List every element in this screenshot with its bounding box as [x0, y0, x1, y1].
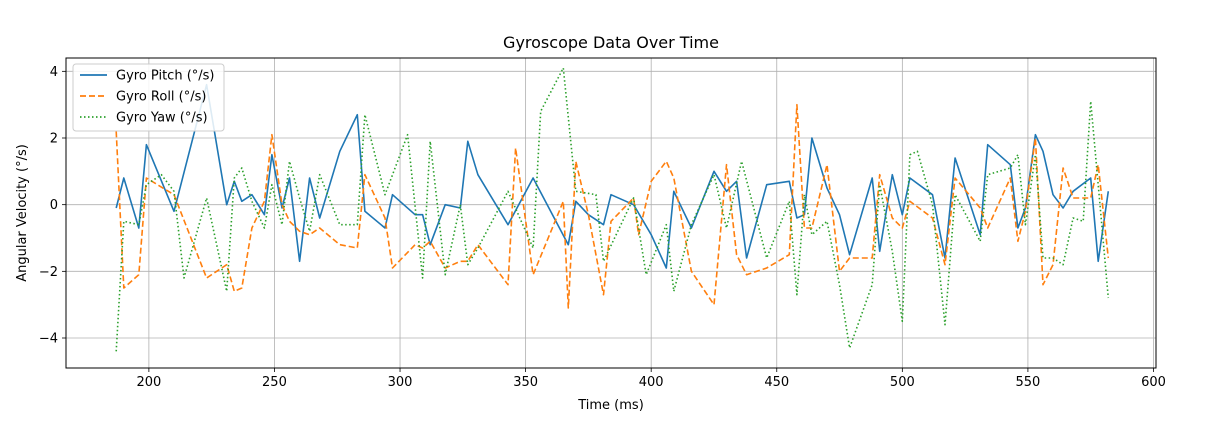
y-axis-label: Angular Velocity (°/s) [15, 144, 30, 282]
y-axis-ticks: −4 −2 0 2 4 [39, 65, 66, 347]
grid [66, 58, 1156, 368]
y-tick-label: −4 [39, 332, 58, 347]
x-tick-label: 400 [639, 375, 664, 390]
x-tick-label: 300 [388, 375, 413, 390]
x-axis-ticks: 200 250 300 350 400 450 500 550 600 [136, 368, 1166, 390]
legend-box [72, 63, 225, 132]
x-tick-label: 550 [1015, 375, 1040, 390]
x-tick-label: 500 [890, 375, 915, 390]
x-tick-label: 600 [1141, 375, 1166, 390]
legend-label: Gyro Yaw (°/s) [116, 111, 208, 126]
series-lines [115, 67, 1110, 352]
legend-label: Gyro Pitch (°/s) [116, 69, 215, 84]
legend: Gyro Pitch (°/s) Gyro Roll (°/s) Gyro Yaw … [72, 63, 225, 132]
x-tick-label: 200 [136, 375, 161, 390]
y-tick-label: 4 [50, 65, 58, 80]
x-tick-label: 250 [262, 375, 287, 390]
y-tick-label: 2 [50, 132, 58, 147]
legend-label: Gyro Roll (°/s) [116, 90, 206, 105]
x-axis-label: Time (ms) [577, 398, 644, 413]
series-line-roll [115, 103, 1110, 309]
y-tick-label: 0 [50, 198, 58, 213]
y-tick-label: −2 [39, 265, 58, 280]
series-line-yaw [115, 67, 1110, 352]
x-tick-label: 450 [764, 375, 789, 390]
chart-title: Gyroscope Data Over Time [503, 33, 719, 52]
x-tick-label: 350 [513, 375, 538, 390]
series-line-pitch [115, 83, 1110, 269]
plot-frame [65, 57, 1157, 369]
